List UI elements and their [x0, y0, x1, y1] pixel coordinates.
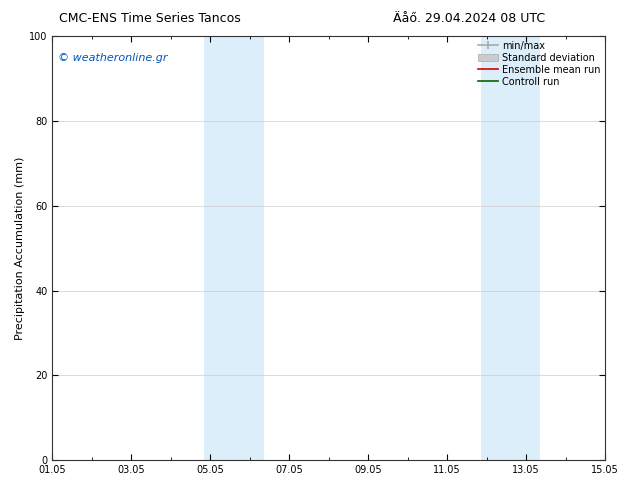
Y-axis label: Precipitation Accumulation (mm): Precipitation Accumulation (mm): [15, 156, 25, 340]
Bar: [481, 36, 540, 460]
Legend: min/max, Standard deviation, Ensemble mean run, Controll run: min/max, Standard deviation, Ensemble me…: [477, 39, 602, 89]
Text: CMC-ENS Time Series Tancos: CMC-ENS Time Series Tancos: [59, 12, 241, 25]
Text: Äåő. 29.04.2024 08 UTC: Äåő. 29.04.2024 08 UTC: [393, 12, 545, 25]
Text: © weatheronline.gr: © weatheronline.gr: [58, 53, 167, 63]
Bar: [204, 36, 264, 460]
